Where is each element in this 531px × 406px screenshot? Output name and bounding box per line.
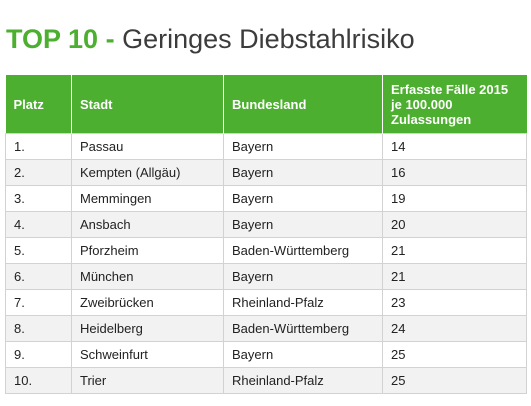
cell-platz: 9. xyxy=(5,341,72,368)
table-row: 3. Memmingen Bayern 19 xyxy=(5,185,527,212)
table-row: 10. Trier Rheinland-Pfalz 25 xyxy=(5,367,527,394)
cell-platz: 4. xyxy=(5,211,72,238)
title-text: Geringes Diebstahlrisiko xyxy=(114,24,415,54)
cell-faelle: 21 xyxy=(382,237,527,264)
cell-platz: 7. xyxy=(5,289,72,316)
header-stadt: Stadt xyxy=(71,75,224,134)
header-bundesland: Bundesland xyxy=(223,75,383,134)
table-row: 5. Pforzheim Baden-Württemberg 21 xyxy=(5,237,527,264)
table-header: Platz Stadt Bundesland Erfasste Fälle 20… xyxy=(5,75,527,134)
table-row: 7. Zweibrücken Rheinland-Pfalz 23 xyxy=(5,289,527,316)
cell-bundesland: Bayern xyxy=(223,341,383,368)
cell-bundesland: Rheinland-Pfalz xyxy=(223,367,383,394)
table-row: 8. Heidelberg Baden-Württemberg 24 xyxy=(5,315,527,342)
cell-faelle: 21 xyxy=(382,263,527,290)
cell-faelle: 25 xyxy=(382,367,527,394)
cell-bundesland: Rheinland-Pfalz xyxy=(223,289,383,316)
cell-faelle: 20 xyxy=(382,211,527,238)
cell-bundesland: Baden-Württemberg xyxy=(223,315,383,342)
cell-stadt: Zweibrücken xyxy=(71,289,224,316)
header-faelle: Erfasste Fälle 2015 je 100.000 Zulassung… xyxy=(382,75,527,134)
cell-faelle: 23 xyxy=(382,289,527,316)
cell-stadt: Schweinfurt xyxy=(71,341,224,368)
ranking-table: Platz Stadt Bundesland Erfasste Fälle 20… xyxy=(5,75,527,394)
cell-platz: 10. xyxy=(5,367,72,394)
header-row: Platz Stadt Bundesland Erfasste Fälle 20… xyxy=(5,75,527,134)
table-row: 4. Ansbach Bayern 20 xyxy=(5,211,527,238)
cell-bundesland: Bayern xyxy=(223,159,383,186)
page-title: TOP 10 - Geringes Diebstahlrisiko xyxy=(6,22,415,56)
cell-stadt: Memmingen xyxy=(71,185,224,212)
cell-bundesland: Bayern xyxy=(223,133,383,160)
cell-bundesland: Bayern xyxy=(223,211,383,238)
header-platz: Platz xyxy=(5,75,72,134)
cell-stadt: Trier xyxy=(71,367,224,394)
cell-faelle: 19 xyxy=(382,185,527,212)
cell-stadt: Kempten (Allgäu) xyxy=(71,159,224,186)
cell-platz: 1. xyxy=(5,133,72,160)
cell-faelle: 25 xyxy=(382,341,527,368)
cell-platz: 2. xyxy=(5,159,72,186)
table-row: 6. München Bayern 21 xyxy=(5,263,527,290)
table-row: 2. Kempten (Allgäu) Bayern 16 xyxy=(5,159,527,186)
cell-platz: 3. xyxy=(5,185,72,212)
cell-bundesland: Bayern xyxy=(223,185,383,212)
cell-stadt: Ansbach xyxy=(71,211,224,238)
cell-stadt: Heidelberg xyxy=(71,315,224,342)
table-body: 1. Passau Bayern 14 2. Kempten (Allgäu) … xyxy=(5,133,527,394)
table-row: 9. Schweinfurt Bayern 25 xyxy=(5,341,527,368)
table-row: 1. Passau Bayern 14 xyxy=(5,133,527,160)
title-accent: TOP 10 - xyxy=(6,24,115,54)
cell-bundesland: Baden-Württemberg xyxy=(223,237,383,264)
cell-stadt: Pforzheim xyxy=(71,237,224,264)
cell-platz: 8. xyxy=(5,315,72,342)
cell-faelle: 14 xyxy=(382,133,527,160)
cell-stadt: München xyxy=(71,263,224,290)
cell-platz: 5. xyxy=(5,237,72,264)
cell-faelle: 16 xyxy=(382,159,527,186)
cell-stadt: Passau xyxy=(71,133,224,160)
cell-bundesland: Bayern xyxy=(223,263,383,290)
cell-faelle: 24 xyxy=(382,315,527,342)
cell-platz: 6. xyxy=(5,263,72,290)
